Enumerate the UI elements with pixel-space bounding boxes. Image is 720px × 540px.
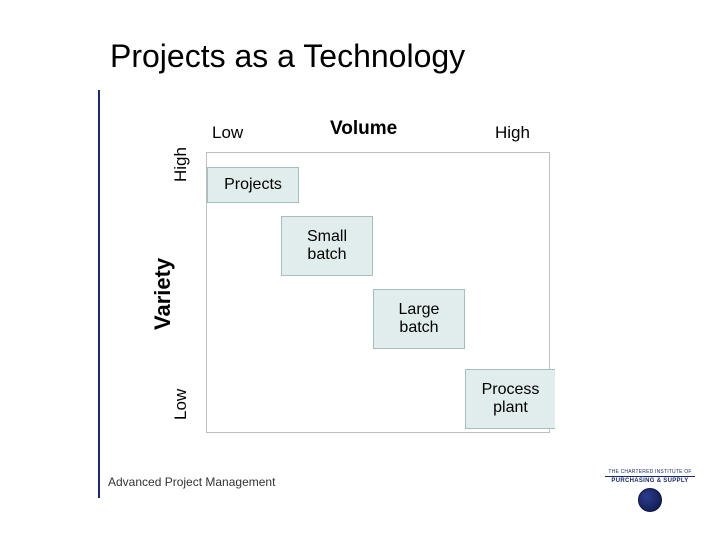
logo-line2: PURCHASING & SUPPLY [604, 478, 696, 484]
x-axis-low-label: Low [212, 123, 243, 143]
footer-caption: Advanced Project Management [108, 475, 275, 489]
y-axis-high-label: High [171, 147, 191, 182]
logo-line1: THE CHARTERED INSTITUTE OF [604, 469, 696, 475]
x-axis-high-label: High [495, 123, 530, 143]
y-axis-low-label: Low [171, 389, 191, 420]
box-process-plant: Processplant [465, 369, 555, 429]
institute-logo: THE CHARTERED INSTITUTE OF PURCHASING & … [604, 469, 696, 512]
logo-divider [605, 476, 695, 477]
logo-seal-icon [638, 488, 662, 512]
matrix-chart: Projects Smallbatch Largebatch Processpl… [206, 152, 550, 433]
box-projects: Projects [207, 167, 299, 203]
box-large-batch: Largebatch [373, 289, 465, 349]
x-axis-title: Volume [330, 118, 397, 140]
page-title: Projects as a Technology [110, 38, 465, 75]
box-small-batch: Smallbatch [281, 216, 373, 276]
y-axis-title: Variety [150, 258, 176, 330]
slide: Projects as a Technology Low Volume High… [0, 0, 720, 540]
accent-line [98, 90, 100, 498]
